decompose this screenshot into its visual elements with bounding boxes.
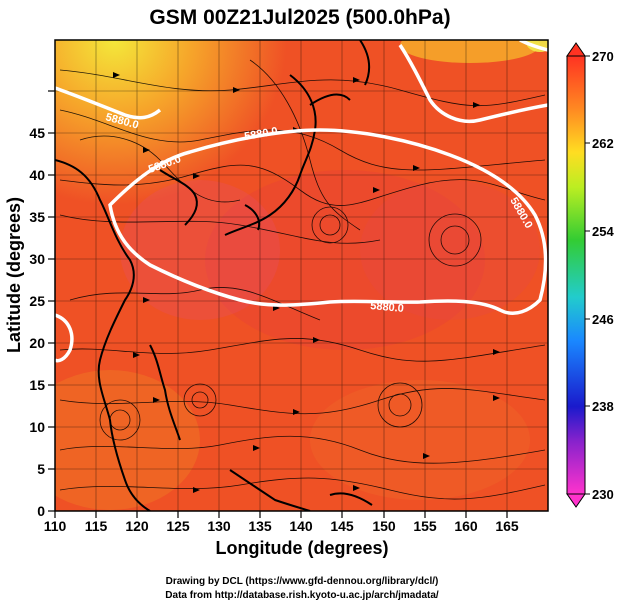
colorbar-min-triangle (566, 493, 586, 508)
y-tick-label: 0 (37, 503, 45, 519)
chart-title: GSM 00Z21Jul2025 (500.0hPa) (149, 6, 450, 29)
coastlines (55, 40, 373, 511)
x-axis-label: Longitude (degrees) (215, 538, 388, 558)
colorbar-tick-label: 262 (592, 136, 614, 151)
x-tick-label: 140 (289, 518, 313, 534)
y-tick-label: 35 (29, 209, 45, 225)
contour-label: 5880.0 (370, 300, 405, 315)
x-tick-label: 165 (495, 518, 519, 534)
x-tick-label: 135 (248, 518, 272, 534)
colorbar: 270 262 254 246 238 230 (566, 42, 614, 508)
y-tick-label: 30 (29, 251, 45, 267)
x-tick-label: 110 (44, 518, 67, 534)
colorbar-tick-label: 246 (592, 312, 614, 327)
colorbar-tick-label: 270 (592, 49, 614, 64)
y-tick-label: 10 (29, 419, 45, 435)
y-tick-label: 25 (29, 293, 45, 309)
contour-5880 (55, 40, 548, 363)
credit-drawing: Drawing by DCL (https://www.gfd-dennou.o… (166, 576, 439, 587)
contour-label: 5880.0 (243, 125, 278, 143)
x-tick-label: 160 (454, 518, 478, 534)
x-axis (54, 511, 508, 518)
y-tick-label: 20 (29, 335, 45, 351)
grid-lines (55, 40, 548, 511)
colorbar-tick-label: 238 (592, 399, 614, 414)
y-axis-label: Latitude (degrees) (4, 197, 24, 353)
colorbar-max-triangle (566, 42, 586, 57)
wind-arrows (113, 72, 500, 493)
y-tick-label: 5 (37, 461, 45, 477)
y-tick-label: 45 (29, 125, 45, 141)
map-plot-area: 5880.0 5880.0 5880.0 5880.0 5880.0 (55, 40, 548, 511)
y-tick-labels: 0 5 10 15 20 25 30 35 40 45 (29, 125, 45, 519)
colorbar-gradient (566, 55, 586, 495)
x-tick-label: 155 (413, 518, 437, 534)
x-tick-label: 150 (372, 518, 396, 534)
x-tick-label: 115 (85, 518, 108, 534)
x-tick-label: 120 (125, 518, 149, 534)
y-axis (48, 90, 55, 512)
wind-streamlines (59, 59, 546, 500)
y-tick-label: 40 (29, 167, 45, 183)
colorbar-tick-label: 230 (592, 487, 614, 502)
x-tick-label: 145 (330, 518, 354, 534)
x-tick-labels: 110 115 120 125 130 135 140 145 150 155 … (44, 518, 519, 534)
colorbar-tick-label: 254 (592, 224, 614, 239)
credit-data: Data from http://database.rish.kyoto-u.a… (165, 590, 439, 601)
x-tick-label: 125 (166, 518, 190, 534)
x-tick-label: 130 (207, 518, 231, 534)
y-tick-label: 15 (29, 377, 45, 393)
